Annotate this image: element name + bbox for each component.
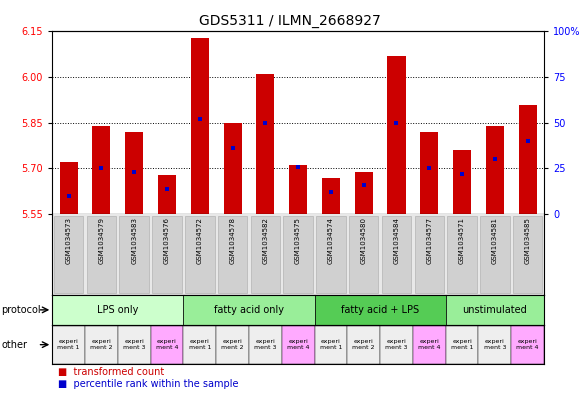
Text: ■  transformed count: ■ transformed count: [58, 367, 164, 377]
Bar: [191, 37, 209, 214]
Text: experi
ment 3: experi ment 3: [123, 339, 146, 350]
Bar: [256, 74, 274, 214]
Text: experi
ment 1: experi ment 1: [451, 339, 473, 350]
Text: GSM1034571: GSM1034571: [459, 217, 465, 264]
Text: experi
ment 4: experi ment 4: [155, 339, 178, 350]
Bar: [355, 171, 373, 214]
Text: GSM1034574: GSM1034574: [328, 217, 334, 264]
Bar: [158, 174, 176, 214]
Text: experi
ment 4: experi ment 4: [287, 339, 309, 350]
Bar: [52, 326, 85, 364]
Bar: [316, 216, 346, 293]
Bar: [151, 326, 183, 364]
Bar: [60, 162, 78, 214]
Bar: [349, 216, 379, 293]
Bar: [382, 216, 411, 293]
Text: GSM1034577: GSM1034577: [426, 217, 432, 264]
Text: GSM1034572: GSM1034572: [197, 217, 203, 264]
Text: GSM1034573: GSM1034573: [66, 217, 71, 264]
Bar: [92, 126, 110, 214]
Bar: [413, 326, 445, 364]
Bar: [314, 295, 445, 325]
Bar: [314, 326, 347, 364]
Text: experi
ment 1: experi ment 1: [57, 339, 80, 350]
Bar: [420, 132, 438, 214]
Text: experi
ment 4: experi ment 4: [516, 339, 539, 350]
Text: GSM1034578: GSM1034578: [230, 217, 235, 264]
Bar: [478, 326, 511, 364]
Text: GSM1034584: GSM1034584: [393, 217, 400, 264]
Text: other: other: [1, 340, 27, 350]
Bar: [216, 326, 249, 364]
Bar: [447, 216, 477, 293]
Text: experi
ment 3: experi ment 3: [254, 339, 277, 350]
Bar: [249, 326, 282, 364]
Text: experi
ment 1: experi ment 1: [320, 339, 342, 350]
Bar: [54, 216, 84, 293]
Text: GSM1034575: GSM1034575: [295, 217, 301, 264]
Bar: [52, 295, 183, 325]
Bar: [125, 132, 143, 214]
Bar: [289, 165, 307, 214]
Text: experi
ment 2: experi ment 2: [353, 339, 375, 350]
Bar: [519, 105, 536, 214]
Bar: [415, 216, 444, 293]
Text: GSM1034585: GSM1034585: [525, 217, 531, 264]
Text: GDS5311 / ILMN_2668927: GDS5311 / ILMN_2668927: [199, 14, 381, 28]
Bar: [185, 216, 215, 293]
Bar: [380, 326, 413, 364]
Text: ■  percentile rank within the sample: ■ percentile rank within the sample: [58, 379, 238, 389]
Text: fatty acid + LPS: fatty acid + LPS: [341, 305, 419, 315]
Bar: [480, 216, 510, 293]
Bar: [183, 326, 216, 364]
Text: GSM1034580: GSM1034580: [361, 217, 367, 264]
Bar: [513, 216, 542, 293]
Text: experi
ment 3: experi ment 3: [484, 339, 506, 350]
Text: unstimulated: unstimulated: [462, 305, 527, 315]
Bar: [251, 216, 280, 293]
Text: fatty acid only: fatty acid only: [214, 305, 284, 315]
Text: GSM1034579: GSM1034579: [99, 217, 104, 264]
Bar: [322, 178, 340, 214]
Text: experi
ment 1: experi ment 1: [188, 339, 211, 350]
Text: GSM1034583: GSM1034583: [131, 217, 137, 264]
Bar: [486, 126, 504, 214]
Text: GSM1034576: GSM1034576: [164, 217, 170, 264]
Bar: [282, 326, 314, 364]
Bar: [85, 326, 118, 364]
Bar: [387, 56, 405, 214]
Text: protocol: protocol: [1, 305, 41, 315]
Bar: [152, 216, 182, 293]
Bar: [119, 216, 149, 293]
Text: GSM1034581: GSM1034581: [492, 217, 498, 264]
Bar: [511, 326, 544, 364]
Text: experi
ment 2: experi ment 2: [222, 339, 244, 350]
Bar: [445, 326, 478, 364]
Text: experi
ment 4: experi ment 4: [418, 339, 441, 350]
Bar: [453, 150, 471, 214]
Bar: [347, 326, 380, 364]
Bar: [218, 216, 247, 293]
Text: GSM1034582: GSM1034582: [262, 217, 269, 264]
Bar: [86, 216, 116, 293]
Bar: [445, 295, 544, 325]
Text: LPS only: LPS only: [97, 305, 139, 315]
Bar: [284, 216, 313, 293]
Text: experi
ment 3: experi ment 3: [385, 339, 408, 350]
Bar: [183, 295, 314, 325]
Bar: [118, 326, 151, 364]
Text: experi
ment 2: experi ment 2: [90, 339, 113, 350]
Bar: [223, 123, 241, 214]
